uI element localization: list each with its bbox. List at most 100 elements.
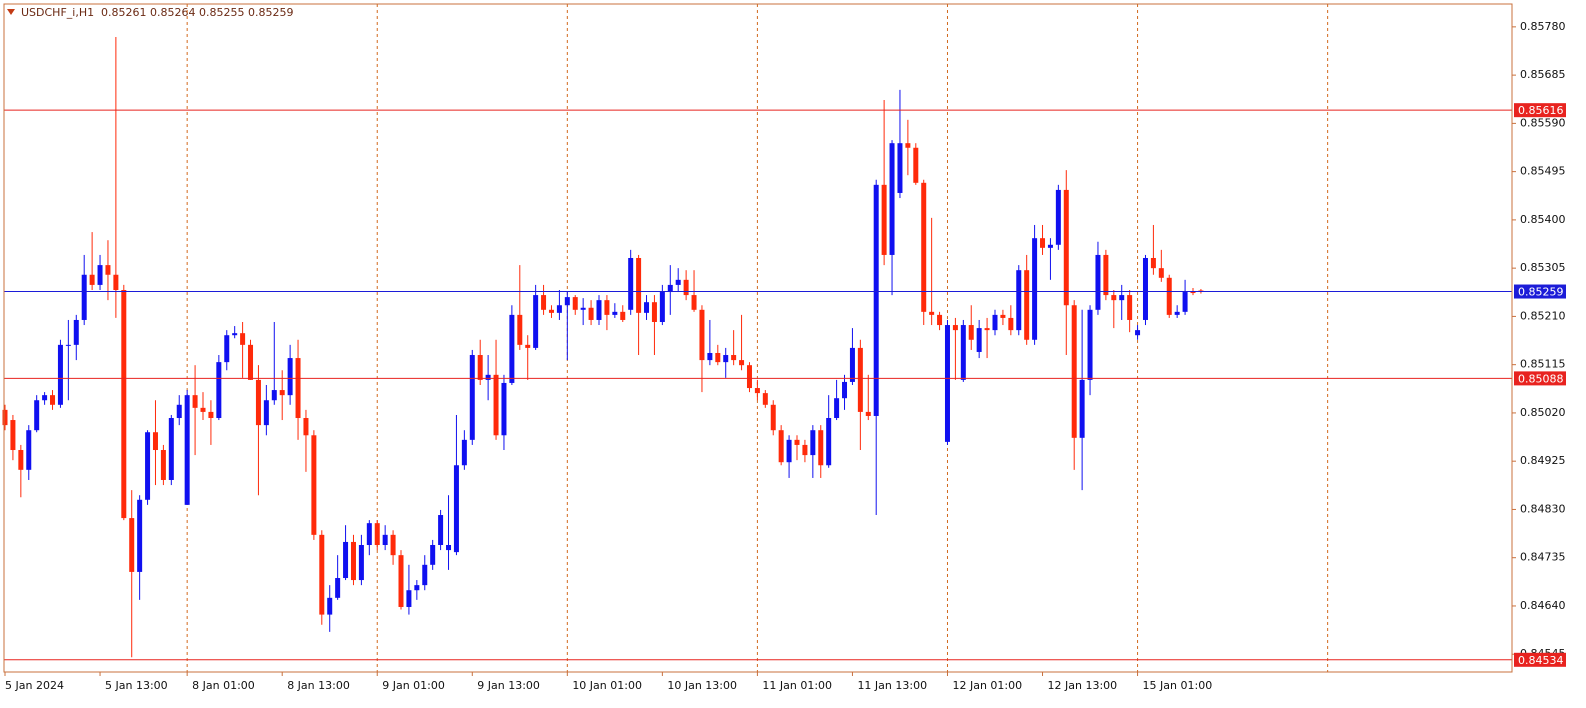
candle-body xyxy=(414,585,420,591)
candle-body xyxy=(224,335,230,363)
candle-body xyxy=(1198,290,1204,292)
candle-body xyxy=(327,597,333,615)
candle-body xyxy=(834,398,840,419)
candle-body xyxy=(477,355,483,380)
candle-body xyxy=(73,319,79,345)
candle-body xyxy=(1071,305,1077,438)
candle-body xyxy=(1142,257,1148,320)
x-tick-label: 9 Jan 01:00 xyxy=(382,679,445,692)
candle-body xyxy=(65,344,71,346)
candle-body xyxy=(208,411,214,419)
candle-body xyxy=(509,314,515,383)
candle-body xyxy=(255,379,261,426)
candle-body xyxy=(952,325,958,331)
high-price: 0.85264 xyxy=(150,6,196,19)
candle-body xyxy=(152,432,158,451)
candle-body xyxy=(311,435,317,535)
candle-body xyxy=(699,309,705,361)
candle-body xyxy=(1024,270,1030,340)
y-tick-label: 0.85020 xyxy=(1520,406,1566,419)
candle-body xyxy=(1040,238,1046,248)
price-label: 0.85088 xyxy=(1518,372,1564,385)
close-price: 0.85259 xyxy=(248,6,294,19)
candle-body xyxy=(636,257,642,313)
candle-body xyxy=(248,344,254,380)
candle-body xyxy=(446,545,452,551)
candle-body xyxy=(1190,292,1196,294)
candle-body xyxy=(620,311,626,320)
candle-body xyxy=(762,393,768,405)
candle-body xyxy=(295,358,301,419)
candle-body xyxy=(715,352,721,363)
candle-body xyxy=(731,355,737,361)
candle-body xyxy=(651,302,657,322)
price-label-box xyxy=(1514,103,1566,118)
y-tick-label: 0.85210 xyxy=(1520,309,1566,322)
candle-body xyxy=(683,279,689,296)
candle-body xyxy=(1182,292,1188,312)
candle-body xyxy=(343,541,349,579)
candle-body xyxy=(889,143,895,255)
candle-body xyxy=(279,390,285,396)
candle-body xyxy=(168,418,174,480)
candle-body xyxy=(97,265,103,285)
y-tick-label: 0.85305 xyxy=(1520,261,1566,274)
header-toggle[interactable] xyxy=(7,9,15,15)
candle-body xyxy=(746,365,752,389)
candle-body xyxy=(739,360,745,366)
y-tick-label: 0.85685 xyxy=(1520,68,1566,81)
x-tick-label: 15 Jan 01:00 xyxy=(1143,679,1213,692)
y-tick-label: 0.85590 xyxy=(1520,116,1566,129)
y-tick-label: 0.84735 xyxy=(1520,551,1566,564)
candle-body xyxy=(430,545,436,565)
x-tick-label: 10 Jan 13:00 xyxy=(667,679,737,692)
candle-body xyxy=(1016,270,1022,331)
candle-body xyxy=(929,311,935,315)
candle-body xyxy=(881,184,887,255)
candle-body xyxy=(802,444,808,456)
candle-body xyxy=(469,355,475,440)
price-label-box xyxy=(1514,371,1566,386)
candle-body xyxy=(675,279,681,285)
candle-body xyxy=(580,307,586,310)
candle-body xyxy=(707,352,713,361)
candle-body xyxy=(287,358,293,396)
candle-body xyxy=(1063,189,1069,306)
candle-body xyxy=(184,395,190,505)
price-label: 0.85259 xyxy=(1518,286,1564,299)
candle-body xyxy=(873,184,879,416)
candle-body xyxy=(192,395,198,408)
candle-body xyxy=(319,534,325,615)
x-tick-label: 9 Jan 13:00 xyxy=(477,679,540,692)
price-label-box xyxy=(1514,284,1566,299)
candle-body xyxy=(1032,238,1038,340)
y-tick-label: 0.85780 xyxy=(1520,20,1566,33)
x-tick-label: 5 Jan 2024 xyxy=(5,679,64,692)
x-tick-label: 10 Jan 01:00 xyxy=(572,679,642,692)
candle-body xyxy=(1135,330,1141,336)
candle-body xyxy=(485,374,491,380)
candle-body xyxy=(944,325,950,442)
candle-body xyxy=(1079,379,1085,438)
candle-body xyxy=(176,404,182,419)
candle-body xyxy=(422,564,428,586)
candle-body xyxy=(1127,295,1133,320)
candle-body xyxy=(26,430,32,470)
candle-body xyxy=(778,430,784,463)
candle-body xyxy=(525,344,531,348)
candle-body xyxy=(541,295,547,310)
y-tick-label: 0.85495 xyxy=(1520,165,1566,178)
candle-body xyxy=(1103,254,1109,296)
candle-body xyxy=(826,418,832,466)
candle-body xyxy=(398,555,404,607)
candle-body xyxy=(145,432,151,500)
candle-body xyxy=(335,578,341,598)
candle-body xyxy=(1119,295,1125,301)
candle-body xyxy=(786,439,792,463)
candle-body xyxy=(453,465,459,553)
candle-body xyxy=(1174,311,1180,315)
y-tick-label: 0.84830 xyxy=(1520,502,1566,515)
candle-body xyxy=(612,311,618,315)
candle-body xyxy=(754,388,760,394)
